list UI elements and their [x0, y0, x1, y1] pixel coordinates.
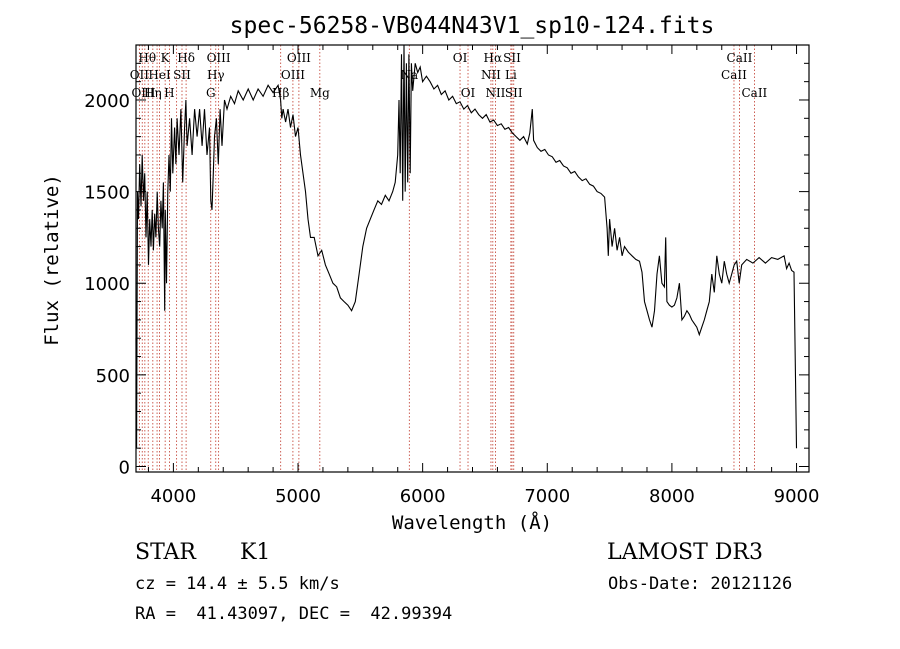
line-label: CaII — [741, 86, 767, 100]
line-label: H — [164, 86, 174, 100]
line-label: SII — [505, 86, 523, 100]
line-label: OII — [130, 68, 150, 82]
y-tick-label: 500 — [96, 366, 130, 387]
line-label: Hγ — [207, 68, 225, 82]
x-tick-label: 6000 — [400, 486, 446, 507]
line-label: Hθ — [138, 51, 156, 65]
line-label: K — [161, 51, 171, 65]
x-tick-label: 9000 — [774, 486, 820, 507]
line-label: OI — [461, 86, 476, 100]
spectrum-series-line — [135, 44, 798, 449]
object-class: STAR — [135, 540, 196, 565]
ra-dec: RA = 41.43097, DEC = 42.99394 — [135, 604, 453, 624]
line-label: Li — [505, 68, 517, 82]
y-tick-label: 2000 — [84, 91, 130, 112]
line-label: SII — [173, 68, 191, 82]
line-label: OIII — [281, 68, 305, 82]
line-label: CaII — [727, 51, 753, 65]
plot-frame — [135, 44, 810, 473]
x-axis-label: Wavelength (Å) — [392, 511, 552, 534]
y-axis-ticks: 0 500 1000 1500 2000 — [84, 62, 809, 479]
line-label: Hη — [144, 86, 162, 100]
line-label: OI — [453, 51, 468, 65]
line-label: SII — [503, 51, 521, 65]
spectral-line-markers — [138, 45, 755, 472]
line-label: NII — [481, 68, 501, 82]
line-label: Hβ — [272, 86, 289, 100]
x-tick-label: 5000 — [275, 486, 321, 507]
chart-title: spec-56258-VB044N43V1_sp10-124.fits — [230, 13, 715, 39]
x-tick-label: 4000 — [150, 486, 196, 507]
line-label: CaII — [721, 68, 747, 82]
survey-name: LAMOST DR3 — [607, 540, 763, 565]
line-label: OIII — [131, 86, 155, 100]
y-tick-label: 0 — [119, 458, 130, 479]
obs-date: Obs-Date: 20121126 — [608, 574, 793, 594]
y-tick-label: 1000 — [84, 274, 130, 295]
x-axis-ticks: 4000 5000 6000 7000 8000 9000 — [147, 45, 820, 507]
line-label: Mg — [310, 86, 330, 100]
line-label: HeI — [148, 68, 171, 82]
line-label: G — [206, 86, 216, 100]
line-label: Hα — [484, 51, 503, 65]
x-tick-label: 8000 — [649, 486, 695, 507]
line-label: OIII — [287, 51, 311, 65]
cz-value: cz = 14.4 ± 5.5 km/s — [135, 574, 340, 594]
object-subclass: K1 — [240, 540, 271, 565]
x-tick-label: 7000 — [524, 486, 570, 507]
y-tick-label: 1500 — [84, 183, 130, 204]
line-label: NII — [485, 86, 505, 100]
line-label: Hδ — [177, 51, 195, 65]
line-label: OIII — [207, 51, 231, 65]
y-axis-label: Flux (relative) — [41, 174, 63, 346]
